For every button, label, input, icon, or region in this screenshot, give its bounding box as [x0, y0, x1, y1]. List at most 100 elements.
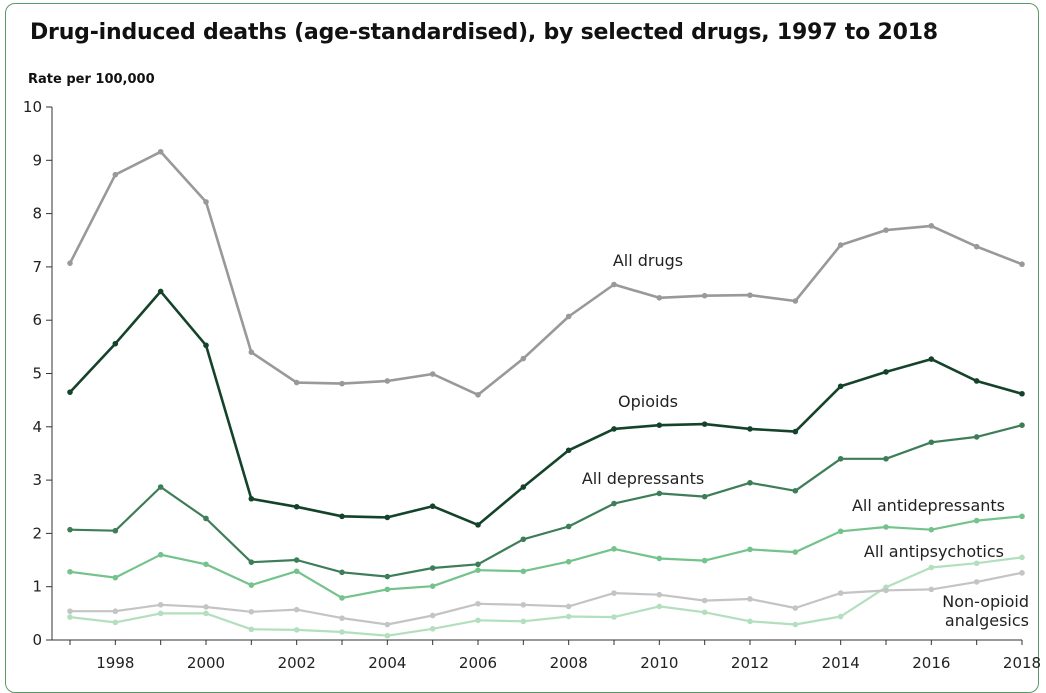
data-point-all-antidepressants: [837, 528, 844, 535]
data-point-all-antipsychotics: [1019, 554, 1025, 561]
y-axis-label: Rate per 100,000: [28, 72, 155, 87]
data-point-all-antipsychotics: [520, 618, 527, 625]
data-point-all-antipsychotics: [837, 613, 844, 620]
data-point-non-opioid-analgesics: [248, 608, 255, 615]
series-non-opioid-analgesics: [67, 570, 1025, 628]
series-line-all-depressants: [69, 424, 1023, 578]
data-point-non-opioid-analgesics: [565, 603, 572, 610]
data-point-opioids: [565, 447, 572, 454]
data-point-all-antidepressants: [565, 558, 572, 565]
data-point-all-depressants: [611, 500, 617, 507]
data-point-all-drugs: [747, 292, 753, 298]
data-point-all-drugs: [792, 298, 799, 304]
data-point-all-depressants: [293, 557, 300, 563]
series-line-non-opioid-analgesics: [70, 571, 1023, 626]
x-tick-label: 2016: [912, 654, 950, 672]
data-point-all-drugs: [293, 379, 300, 386]
data-point-all-depressants: [565, 523, 572, 530]
data-point-all-depressants: [384, 573, 391, 580]
series-line-all-antidepressants: [69, 515, 1023, 600]
data-point-non-opioid-analgesics: [384, 621, 391, 628]
data-point-all-antipsychotics: [611, 614, 617, 620]
series-line-all-antipsychotics: [69, 556, 1023, 637]
data-point-opioids: [203, 342, 209, 349]
data-point-non-opioid-analgesics: [475, 600, 481, 607]
data-point-all-depressants: [248, 559, 255, 565]
data-point-opioids: [384, 514, 391, 521]
data-point-all-antipsychotics: [157, 610, 164, 617]
data-point-all-antipsychotics: [339, 629, 345, 635]
data-point-opioids: [747, 426, 753, 432]
data-point-all-antidepressants: [792, 549, 799, 555]
data-point-all-antipsychotics: [475, 617, 481, 624]
series-label-opioids: Opioids: [618, 392, 678, 411]
data-point-non-opioid-analgesics: [656, 591, 663, 598]
data-point-all-depressants: [157, 484, 164, 490]
y-tick-label: 5: [32, 365, 42, 383]
data-point-all-drugs: [928, 223, 935, 229]
data-point-opioids: [293, 503, 300, 510]
data-point-non-opioid-analgesics: [112, 608, 119, 615]
data-point-non-opioid-analgesics: [928, 586, 935, 593]
data-point-all-antidepressants: [293, 568, 300, 575]
x-tick-label: 2012: [731, 654, 769, 672]
y-tick-label: 6: [32, 311, 42, 329]
data-point-all-antipsychotics: [112, 619, 119, 626]
data-point-all-depressants: [928, 439, 935, 446]
data-point-opioids: [611, 426, 617, 432]
data-point-all-drugs: [475, 392, 481, 398]
data-point-all-antipsychotics: [928, 564, 935, 571]
data-point-all-depressants: [837, 455, 844, 462]
data-point-opioids: [837, 383, 844, 390]
series-all-antidepressants: [67, 513, 1025, 601]
series-layer: [67, 148, 1025, 639]
data-point-opioids: [248, 495, 255, 502]
data-point-opioids: [520, 484, 527, 490]
series-opioids: [67, 288, 1025, 528]
data-point-all-antidepressants: [747, 546, 753, 553]
data-point-all-drugs: [565, 313, 572, 320]
series-all-antipsychotics: [67, 554, 1025, 639]
data-point-all-drugs: [520, 355, 527, 362]
data-point-all-depressants: [792, 487, 799, 494]
data-point-opioids: [157, 288, 164, 295]
chart-frame: [5, 3, 1039, 693]
data-point-all-antidepressants: [384, 586, 391, 593]
data-point-all-antipsychotics: [656, 603, 663, 610]
data-point-all-drugs: [248, 349, 255, 355]
data-point-all-drugs: [1019, 261, 1025, 268]
data-point-opioids: [928, 356, 935, 362]
data-point-opioids: [792, 428, 799, 435]
data-point-all-antidepressants: [973, 517, 980, 524]
data-point-all-antipsychotics: [565, 613, 572, 620]
y-tick-label: 10: [23, 98, 42, 116]
x-tick-label: 2014: [822, 654, 860, 672]
y-tick-label: 8: [32, 205, 42, 223]
data-point-non-opioid-analgesics: [520, 602, 527, 608]
data-point-all-antipsychotics: [792, 621, 799, 628]
data-point-all-antidepressants: [203, 561, 209, 568]
data-point-all-antidepressants: [520, 568, 527, 575]
series-all-depressants: [67, 422, 1025, 580]
y-tick-label: 7: [32, 258, 42, 276]
data-point-all-depressants: [973, 434, 980, 440]
data-point-all-antipsychotics: [248, 626, 255, 633]
data-point-all-antipsychotics: [67, 614, 73, 620]
data-point-non-opioid-analgesics: [883, 587, 889, 594]
y-tick-label: 4: [32, 418, 42, 436]
data-point-all-antidepressants: [656, 555, 663, 562]
data-point-opioids: [339, 513, 345, 520]
data-point-all-drugs: [973, 243, 980, 250]
chart-title: Drug-induced deaths (age-standardised), …: [30, 20, 938, 45]
data-point-all-antidepressants: [157, 551, 164, 558]
data-point-opioids: [112, 340, 119, 347]
y-tick-label: 0: [32, 631, 42, 649]
data-point-all-drugs: [656, 295, 663, 301]
data-point-all-drugs: [203, 199, 209, 205]
data-point-all-depressants: [203, 515, 209, 522]
data-point-non-opioid-analgesics: [611, 590, 617, 596]
data-point-all-antidepressants: [928, 526, 935, 533]
data-point-non-opioid-analgesics: [747, 596, 753, 602]
y-tick-label: 2: [32, 524, 42, 542]
series-line-opioids: [69, 290, 1023, 527]
